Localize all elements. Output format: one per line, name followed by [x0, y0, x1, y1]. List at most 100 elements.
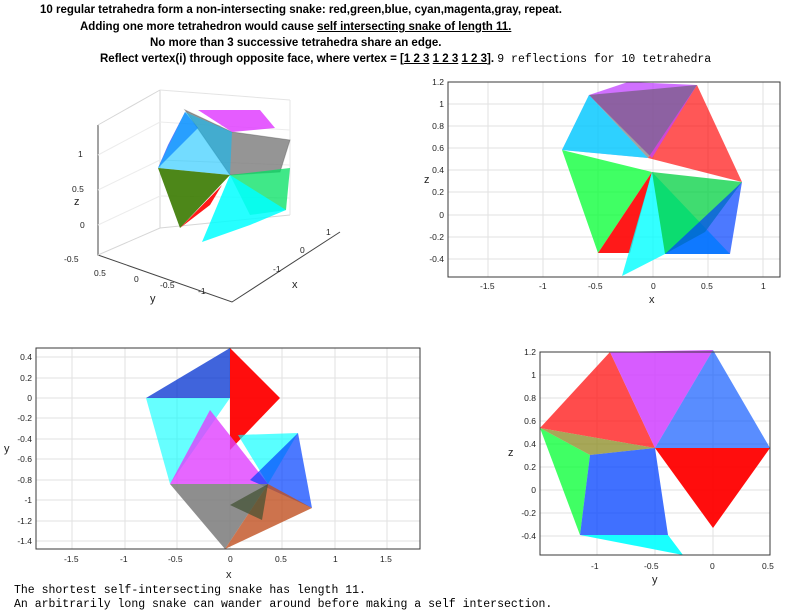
xz-ytick-2: 1	[439, 99, 444, 109]
header-line-3: No more than 3 successive tetrahedra sha…	[150, 37, 442, 49]
yz-ytick-5: 0.4	[524, 439, 536, 449]
xy-ytick-2: 0.2	[20, 373, 32, 383]
header-line-4: Reflect vertex(i) through opposite face,…	[100, 53, 711, 66]
xy-green-dark	[230, 484, 268, 520]
x-tick-neg1: -1	[273, 264, 281, 274]
yz-olive	[540, 428, 655, 455]
footer-line-2: An arbitrarily long snake can wander aro…	[14, 598, 553, 611]
x-tick-0: 0	[300, 245, 305, 255]
3d-face-green-a	[158, 168, 230, 228]
xy-blue-right	[250, 433, 312, 508]
header-line-4-close: ].	[487, 53, 495, 65]
xz-green-right	[652, 172, 742, 254]
xz-ytick-6: 0.2	[432, 187, 444, 197]
xz-xtick-5: 0.5	[701, 281, 713, 291]
header-line-2-underlined: self intersecting snake of length 11.	[317, 21, 512, 33]
header-line-4-text: Reflect vertex(i) through opposite face,…	[100, 53, 404, 65]
footer-line-1: The shortest self-intersecting snake has…	[14, 584, 366, 597]
3d-tetrahedra	[158, 108, 291, 242]
yz-ytick-9: -0.4	[521, 531, 536, 541]
xy-axes-frame	[35, 347, 421, 550]
xy-ytick-9: -1.2	[17, 516, 32, 526]
yz-ytick-3: 0.8	[524, 393, 536, 403]
xy-xtick-4: 0	[228, 554, 233, 564]
xy-ytick-10: -1.4	[17, 536, 32, 546]
xz-xtick-3: -0.5	[588, 281, 603, 291]
xy-ytick-4: -0.2	[17, 413, 32, 423]
xz-blue-right	[665, 182, 742, 254]
xy-cyan-right	[238, 433, 298, 484]
vertex-group-2: 1 2 3	[432, 53, 459, 65]
xz-ytick-9: -0.4	[429, 254, 444, 264]
xy-xtick-1: -1.5	[64, 554, 79, 564]
yz-xtick-4: 0.5	[762, 561, 774, 571]
yz-y-ticks: 1.2 1 0.8 0.6 0.4 0.2 0 -0.2 -0.4	[521, 347, 536, 541]
yz-xtick-2: -0.5	[644, 561, 659, 571]
xz-y-ticks: 1.2 1 0.8 0.6 0.4 0.2 0 -0.2 -0.4	[429, 77, 444, 264]
xz-xtick-4: 0	[651, 281, 656, 291]
y-tick-0: 0	[134, 274, 139, 284]
xz-x-label: x	[649, 294, 655, 306]
xy-y-ticks: 0.4 0.2 0 -0.2 -0.4 -0.6 -0.8 -1 -1.2 -1…	[17, 352, 32, 546]
3d-y-label: y	[150, 293, 156, 305]
xz-z-label: z	[424, 174, 430, 186]
yz-ytick-1: 1.2	[524, 347, 536, 357]
xz-green-left	[562, 150, 652, 253]
xy-xtick-6: 1	[333, 554, 338, 564]
yz-z-label: z	[508, 447, 514, 459]
xy-xtick-5: 0.5	[275, 554, 287, 564]
xz-ytick-3: 0.8	[432, 121, 444, 131]
xz-gray	[589, 85, 697, 158]
xy-y-label: y	[4, 443, 10, 455]
header-line-2: Adding one more tetrahedron would cause …	[80, 21, 511, 33]
z-tick-05: 0.5	[72, 184, 84, 194]
x-tick-1: 1	[326, 227, 331, 237]
xz-axes-frame	[447, 81, 781, 278]
xz-ytick-1: 1.2	[432, 77, 444, 87]
xy-xtick-2: -1	[120, 554, 128, 564]
yz-green	[540, 428, 590, 535]
xy-ytick-7: -0.8	[17, 475, 32, 485]
yz-ytick-6: 0.2	[524, 462, 536, 472]
y-tick-neg05: -0.5	[160, 280, 175, 290]
y-tick-05: 0.5	[94, 268, 106, 278]
yz-axes-frame	[539, 351, 771, 556]
vertex-group-1: 1 2 3	[403, 53, 430, 65]
yz-ytick-4: 0.6	[524, 416, 536, 426]
3d-face-cyan	[158, 112, 232, 175]
xy-x-label: x	[226, 569, 232, 581]
xy-ytick-5: -0.4	[17, 434, 32, 444]
reflections-note: 9 reflections for 10 tetrahedra	[497, 53, 712, 66]
yz-ytick-8: -0.2	[521, 508, 536, 518]
yz-xtick-3: 0	[710, 561, 715, 571]
3d-face-magenta	[198, 110, 275, 132]
vertex-group-3: 1 2 3	[461, 53, 488, 65]
3d-x-label: x	[292, 279, 298, 291]
3d-tick-labels: 1 0.5 0 -0.5 0.5 0 -0.5 -1 -1 0 1	[64, 149, 331, 296]
y-tick-neg1: -1	[198, 286, 206, 296]
xz-cyan-top	[562, 95, 648, 158]
xy-x-ticks: -1.5 -1 -0.5 0 0.5 1 1.5	[64, 554, 392, 564]
yz-red-top	[540, 352, 655, 448]
xz-tetrahedra	[562, 82, 742, 276]
yz-x-ticks: -1 -0.5 0 0.5	[591, 561, 774, 571]
xy-ytick-8: -1	[24, 495, 32, 505]
xz-ytick-7: 0	[439, 210, 444, 220]
header-line-2-text: Adding one more tetrahedron would cause	[80, 21, 318, 33]
xy-xtick-7: 1.5	[380, 554, 392, 564]
xz-red-top	[648, 85, 742, 182]
z-tick-neg05: -0.5	[64, 254, 79, 264]
xy-ytick-1: 0.4	[20, 352, 32, 362]
xy-ytick-3: 0	[27, 393, 32, 403]
yz-magenta	[610, 350, 713, 448]
yz-blue-top	[655, 350, 770, 448]
z-tick-1: 1	[78, 149, 83, 159]
xy-ytick-6: -0.6	[17, 454, 32, 464]
yz-xtick-1: -1	[591, 561, 599, 571]
yz-blue-mid	[580, 448, 668, 535]
3d-z-label: z	[74, 196, 80, 208]
yz-ytick-2: 1	[531, 370, 536, 380]
